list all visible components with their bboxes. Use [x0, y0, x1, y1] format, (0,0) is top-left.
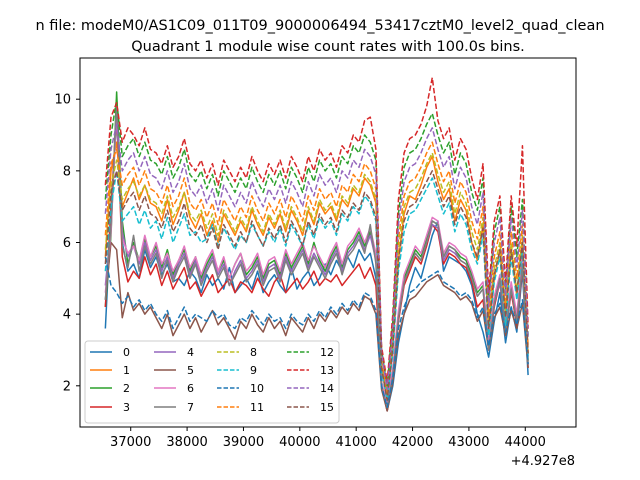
series-layer — [104, 76, 529, 412]
y-axis: 2 4 6 8 10 — [54, 93, 80, 394]
x-tick-label: 40000 — [279, 435, 320, 450]
x-tick-label: 43000 — [448, 435, 489, 450]
legend-label-0: 0 — [123, 346, 130, 359]
chart-title: Quadrant 1 module wise count rates with … — [131, 39, 525, 55]
legend-label-9: 9 — [250, 364, 257, 377]
legend-label-2: 2 — [123, 382, 130, 395]
series-line-5 — [104, 241, 529, 412]
series-line-7 — [104, 102, 529, 409]
y-tick-label: 8 — [63, 164, 71, 179]
series-line-0 — [104, 116, 529, 412]
series-line-11 — [104, 141, 529, 394]
y-tick-label: 6 — [63, 236, 71, 251]
legend-label-8: 8 — [250, 346, 257, 359]
x-tick-label: 37000 — [110, 435, 151, 450]
x-tick-label: 41000 — [336, 435, 377, 450]
x-tick-label: 44000 — [505, 435, 546, 450]
legend-label-1: 1 — [123, 364, 130, 377]
series-line-3 — [104, 112, 529, 412]
legend-label-13: 13 — [320, 364, 334, 377]
series-line-8 — [104, 152, 529, 398]
series-line-6 — [104, 109, 529, 405]
series-line-12 — [104, 98, 529, 387]
legend-label-11: 11 — [250, 401, 264, 414]
legend-box — [84, 340, 340, 424]
x-axis: 37000 38000 39000 40000 41000 42000 43000 44000 — [110, 427, 546, 450]
legend-label-4: 4 — [187, 346, 194, 359]
legend-label-10: 10 — [250, 382, 264, 395]
legend-label-5: 5 — [187, 364, 194, 377]
legend-label-12: 12 — [320, 346, 334, 359]
y-tick-label: 2 — [63, 379, 71, 394]
x-tick-label: 42000 — [392, 435, 433, 450]
y-tick-label: 4 — [63, 308, 71, 323]
x-tick-label: 38000 — [166, 435, 207, 450]
series-line-10 — [104, 256, 529, 409]
legend-label-7: 7 — [187, 401, 194, 414]
figure-suptitle: n file: modeM0/AS1C09_011T09_9000006494_… — [35, 18, 604, 34]
series-line-9 — [104, 170, 529, 401]
legend-label-6: 6 — [187, 382, 194, 395]
series-line-4 — [104, 105, 529, 409]
legend-label-3: 3 — [123, 401, 130, 414]
y-tick-label: 10 — [54, 93, 71, 108]
legend-label-15: 15 — [320, 401, 334, 414]
series-line-14 — [104, 123, 529, 391]
x-tick-label: 39000 — [223, 435, 264, 450]
x-axis-offset-label: +4.927e8 — [511, 454, 575, 469]
legend-label-14: 14 — [320, 382, 334, 395]
series-line-15 — [104, 170, 529, 401]
series-line-1 — [104, 141, 529, 401]
series-line-13 — [104, 76, 529, 383]
